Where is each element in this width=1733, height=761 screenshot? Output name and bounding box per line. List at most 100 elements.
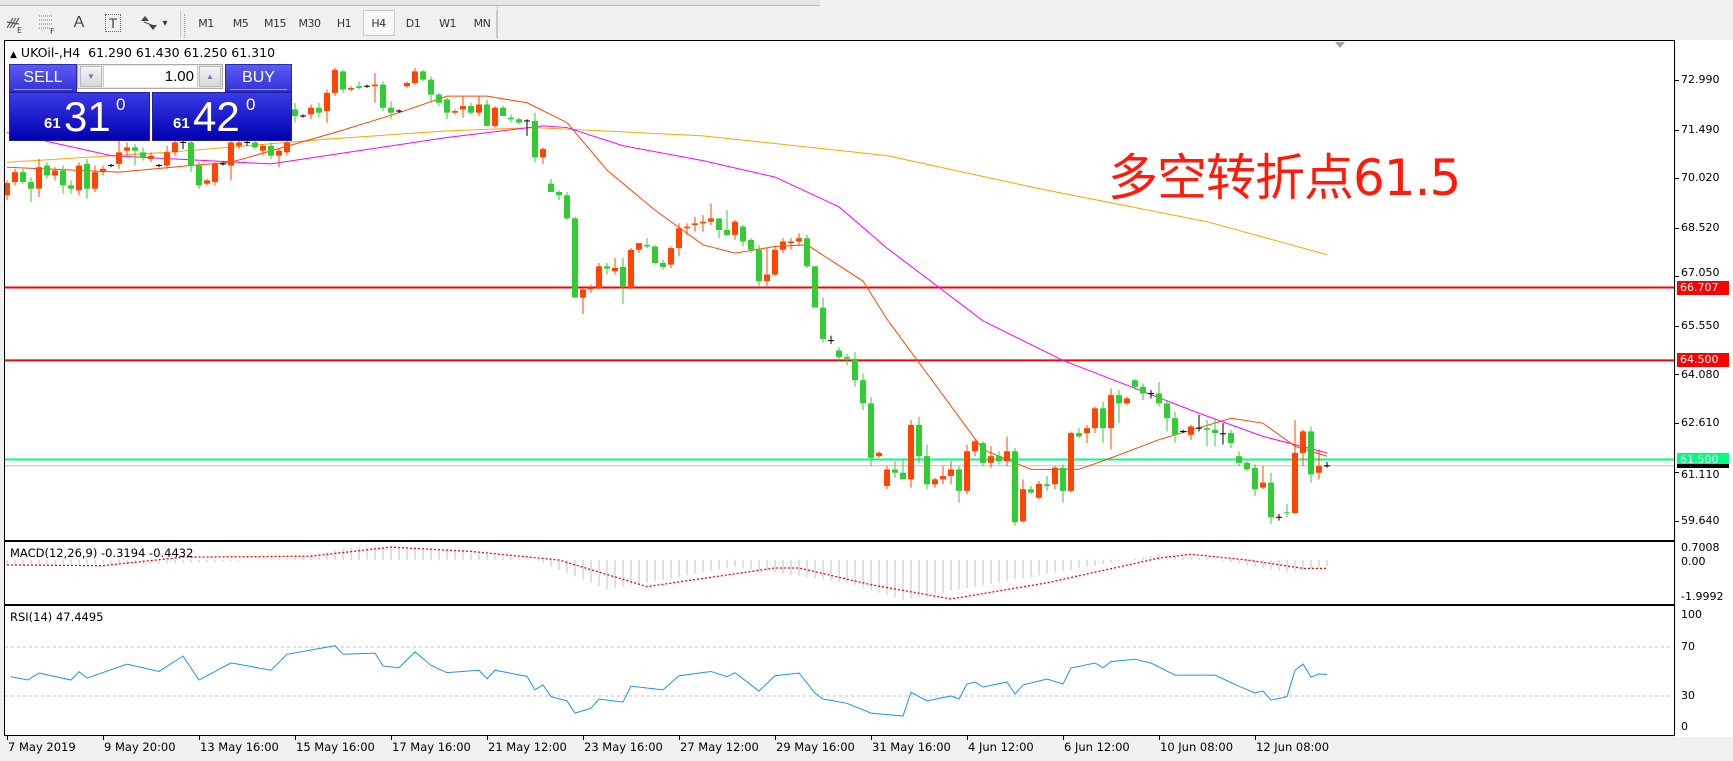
price-tick	[1675, 520, 1679, 522]
candle-body	[324, 92, 330, 112]
sell-button[interactable]: SELL	[9, 64, 77, 92]
time-axis-label: 10 Jun 08:00	[1160, 740, 1234, 754]
candle-body	[276, 150, 282, 156]
candle-body	[900, 472, 906, 480]
candle-body	[1212, 429, 1218, 434]
candle-body	[1284, 512, 1290, 514]
candle-body	[428, 79, 434, 95]
time-axis-label: 4 Jun 12:00	[968, 740, 1034, 754]
candle-body	[372, 84, 378, 87]
candle-body	[1260, 482, 1266, 488]
timeframe-m1[interactable]: M1	[198, 16, 214, 30]
candle-body	[1004, 451, 1010, 462]
candle-body	[5, 183, 10, 196]
text-tool-button[interactable]: A	[66, 10, 92, 36]
time-axis-label: 27 May 12:00	[680, 740, 759, 754]
sell-label: SELL	[23, 69, 63, 86]
candle-body	[668, 248, 674, 265]
price-tick	[1675, 472, 1679, 474]
candle-body	[916, 424, 922, 457]
candle-body	[884, 469, 890, 486]
rsi-pane[interactable]	[4, 605, 1675, 736]
chart-shift-marker[interactable]	[1335, 42, 1345, 48]
time-tick	[103, 736, 104, 740]
price-axis[interactable]	[1676, 40, 1733, 737]
rsi-chart	[5, 645, 1674, 717]
candle-body	[956, 469, 962, 491]
chart-annotation-text[interactable]: 多空转折点61.5	[1108, 149, 1461, 207]
candle-body	[980, 442, 986, 463]
candle-body	[700, 221, 706, 224]
time-axis-label: 17 May 16:00	[392, 740, 471, 754]
candle-body	[60, 170, 66, 186]
candle-body	[356, 86, 362, 88]
symbol-timeframe: UKOil-,H4	[20, 45, 81, 60]
timeframe-m30[interactable]: M30	[298, 16, 322, 30]
objects-e-icon[interactable]: E	[2, 10, 28, 36]
time-tick	[391, 736, 392, 740]
candle-body	[1012, 451, 1018, 523]
candle-body	[516, 119, 522, 123]
candle-body	[332, 69, 338, 93]
timeframe-w1[interactable]: W1	[439, 16, 456, 30]
candle-body	[492, 107, 498, 126]
candle-body	[212, 163, 218, 183]
bid-price-marker	[1677, 463, 1729, 468]
candle-body	[292, 109, 298, 117]
candle-body	[236, 142, 242, 146]
candle-body	[772, 249, 778, 275]
price-axis-label: 72.990	[1681, 73, 1720, 86]
rsi-axis-100: 100	[1681, 608, 1702, 621]
candle-body	[604, 266, 610, 269]
timeframe-h4[interactable]: H4	[362, 10, 395, 36]
time-tick	[775, 736, 776, 740]
candle-body	[124, 147, 130, 151]
arrows-tool-button[interactable]: ▾	[134, 10, 174, 36]
timeframe-m15[interactable]: M15	[264, 16, 287, 30]
timeframe-mn[interactable]: MN	[473, 16, 491, 30]
triangle-up-icon[interactable]: ▲	[10, 50, 17, 60]
candle-body	[564, 195, 570, 219]
candle-body	[596, 266, 602, 288]
timeframe-m5[interactable]: M5	[232, 16, 249, 30]
candle-body	[1172, 418, 1178, 435]
macd-axis-max: 0.7008	[1681, 541, 1720, 554]
time-axis-label: 29 May 16:00	[776, 740, 855, 754]
candle-body	[12, 172, 18, 183]
candle-body	[1244, 462, 1250, 470]
price-tick	[1675, 227, 1679, 229]
macd-signal-line	[6, 546, 1327, 600]
text-label-tool-button[interactable]: T	[100, 10, 126, 36]
timeframe-d1[interactable]: D1	[405, 16, 421, 30]
candle-body	[44, 165, 50, 176]
candle-body	[540, 149, 546, 158]
time-axis-label: 15 May 16:00	[296, 740, 375, 754]
candle-body	[76, 165, 82, 191]
lots-decrease-button[interactable]: ▼	[80, 66, 102, 87]
sell-price-prefix: 61	[44, 115, 61, 132]
candle-body	[1308, 431, 1314, 475]
candle-body	[1100, 408, 1106, 429]
time-tick	[7, 736, 8, 740]
candle-body	[460, 106, 466, 110]
candle-body	[860, 380, 866, 404]
buy-price-button[interactable]: 61 42 0	[152, 92, 292, 141]
lots-increase-button[interactable]: ▲	[199, 66, 221, 87]
toolbar-grip[interactable]	[184, 14, 187, 38]
lots-input[interactable]	[103, 66, 198, 87]
candle-body	[652, 246, 658, 263]
time-axis-label: 21 May 12:00	[488, 740, 567, 754]
text-label-icon: T	[104, 14, 122, 32]
candle-body	[1036, 483, 1042, 498]
price-tick	[1675, 374, 1679, 376]
toolbar-separator	[180, 10, 181, 38]
sell-price-button[interactable]: 61 31 0	[9, 92, 150, 141]
timeframe-h1[interactable]: H1	[336, 16, 352, 30]
candle-body	[780, 241, 786, 250]
fibo-f-icon[interactable]: F	[34, 10, 60, 36]
candle-body	[52, 170, 58, 176]
candle-body	[92, 172, 98, 189]
candle-body	[1188, 426, 1194, 435]
candle-body	[1084, 428, 1090, 434]
buy-button[interactable]: BUY	[225, 64, 292, 92]
